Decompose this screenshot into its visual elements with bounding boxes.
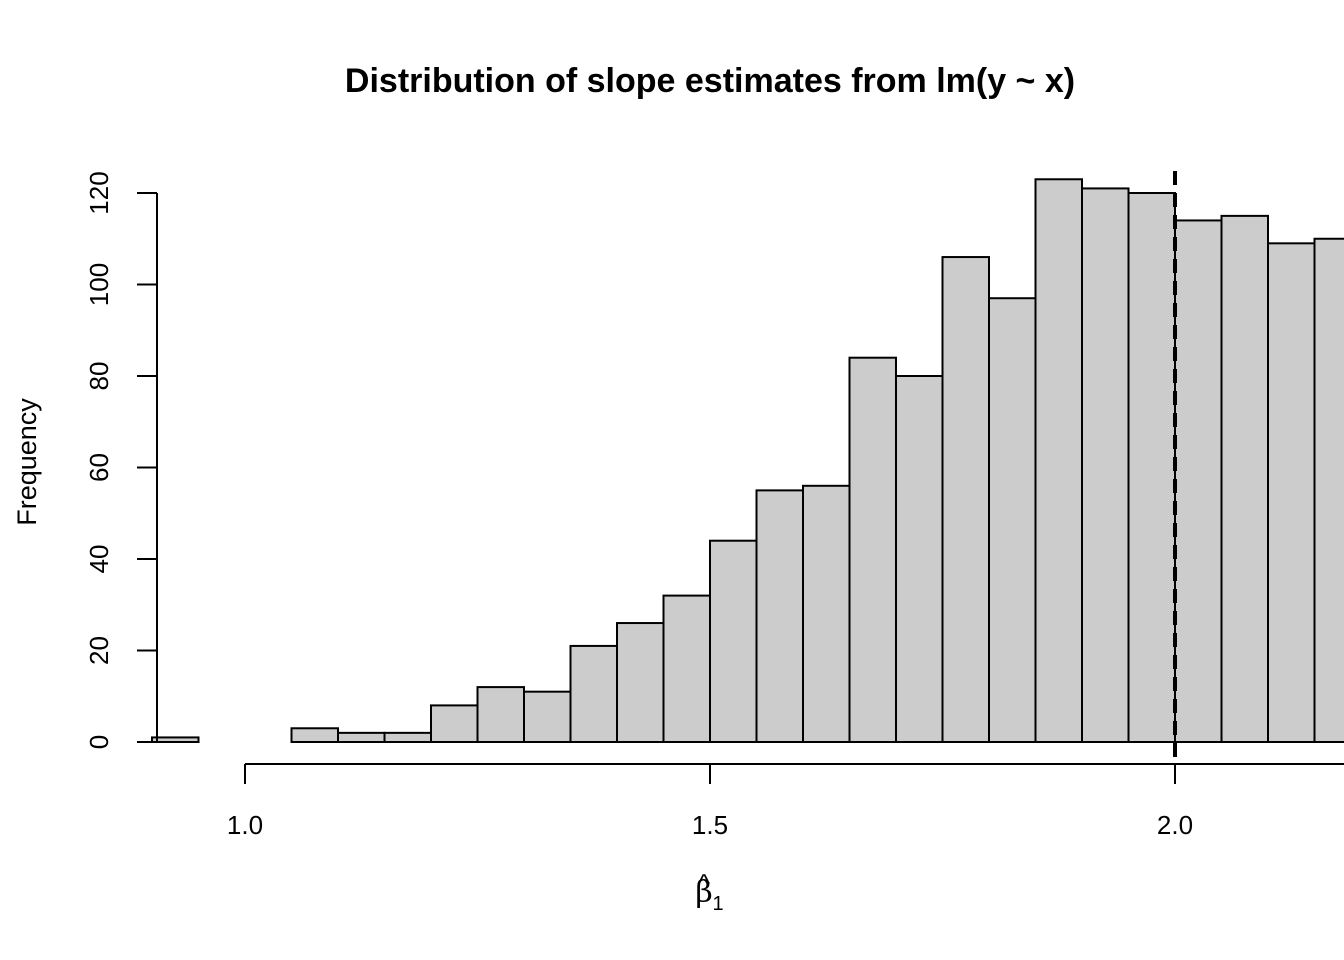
- y-axis: 0 20 40 60 80 100 120: [84, 171, 158, 749]
- x-axis-label-symbol: β: [695, 875, 712, 910]
- histogram-bar: [1220, 214, 1269, 743]
- histogram-bar: [337, 731, 386, 743]
- histogram-bar: [1127, 192, 1176, 743]
- x-tick-label: 1.5: [692, 810, 728, 840]
- histogram-bar: [895, 375, 944, 743]
- x-axis-label-subscript: 1: [712, 893, 723, 915]
- y-tick-label: 40: [84, 545, 114, 574]
- y-axis-label: Frequency: [12, 398, 42, 526]
- histogram-bar: [1174, 219, 1223, 743]
- bars-group: [151, 178, 1344, 744]
- histogram-bar: [848, 356, 897, 743]
- histogram-bar: [941, 256, 990, 743]
- y-tick-label: 100: [84, 263, 114, 306]
- histogram-bar: [290, 727, 339, 744]
- histogram-bar: [616, 622, 665, 743]
- y-tick-label: 80: [84, 362, 114, 391]
- x-axis: 1.01.52.02.53.0: [227, 763, 1344, 840]
- x-tick-label: 2.0: [1157, 810, 1193, 840]
- y-tick-label: 0: [84, 735, 114, 749]
- histogram-bar: [1313, 237, 1344, 743]
- y-tick-label: 120: [84, 171, 114, 214]
- y-tick-label: 20: [84, 636, 114, 665]
- histogram-bar: [1034, 178, 1083, 743]
- histogram-bar: [802, 484, 851, 743]
- histogram-bar: [662, 594, 711, 743]
- histogram-bar: [709, 539, 758, 744]
- x-axis-label: ^ β 1: [695, 868, 723, 915]
- histogram-bar: [1081, 187, 1130, 744]
- histogram-bar: [569, 644, 618, 743]
- x-tick-label: 1.0: [227, 810, 263, 840]
- histogram-bar: [1267, 242, 1316, 743]
- histogram-bar: [383, 731, 432, 743]
- chart-title: Distribution of slope estimates from lm(…: [345, 62, 1075, 100]
- histogram-bar: [755, 489, 804, 743]
- y-tick-label: 60: [84, 453, 114, 482]
- histogram-bar: [476, 686, 525, 743]
- histogram-bar: [523, 690, 572, 743]
- histogram-bar: [151, 736, 200, 743]
- histogram-bar: [988, 297, 1037, 743]
- histogram-bar: [430, 704, 479, 744]
- x-axis-label-hat: ^: [698, 868, 711, 898]
